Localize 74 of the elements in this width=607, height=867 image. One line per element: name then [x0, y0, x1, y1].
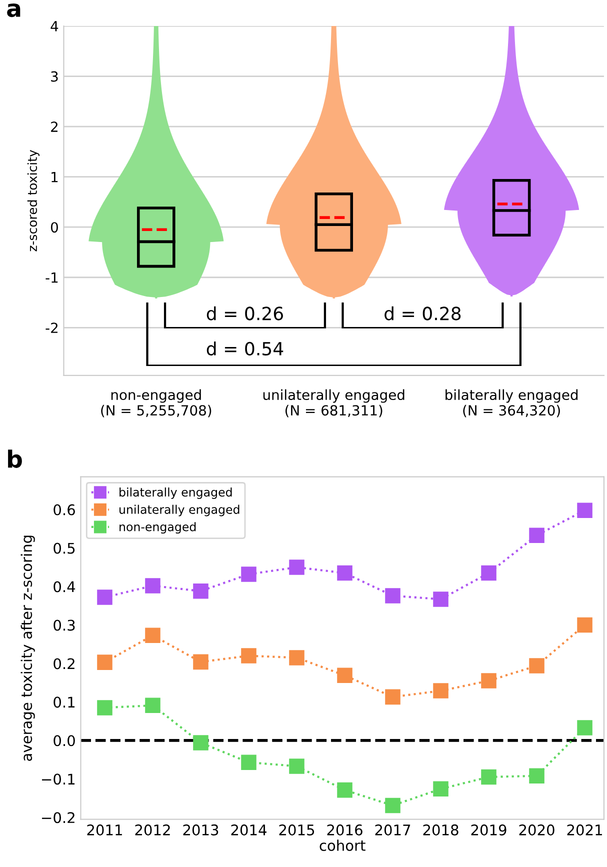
point	[433, 592, 448, 607]
y-tick-label: 0.3	[54, 620, 75, 631]
x-tick-label: 2014	[231, 824, 266, 836]
y-axis-title: average toxicity after z-scoring	[20, 536, 35, 761]
legend-label: bilaterally engaged	[120, 487, 232, 499]
point	[241, 754, 256, 770]
point	[529, 658, 544, 674]
x-tick-label: unilaterally engaged (N = 681,311)	[263, 389, 404, 418]
point	[385, 689, 400, 705]
point	[337, 782, 352, 798]
y-tick-label: 0.2	[54, 658, 74, 670]
point	[97, 700, 112, 716]
point	[577, 502, 592, 518]
point	[385, 798, 400, 814]
x-tick-label: 2013	[183, 824, 218, 836]
y-tick-label: 1	[52, 172, 58, 182]
point	[385, 588, 400, 604]
chart-title: a	[7, 4, 20, 18]
point	[289, 560, 304, 575]
y-tick-label: 0.5	[54, 542, 75, 554]
x-tick-label: 2021	[567, 824, 602, 836]
point	[193, 583, 208, 599]
annotation: d = 0.26	[206, 306, 283, 320]
point	[529, 528, 544, 543]
y-tick-label: 0	[50, 222, 58, 233]
point	[145, 628, 160, 644]
y-tick-label: 3	[51, 71, 58, 82]
y-tick-label: 0.6	[54, 504, 75, 516]
point	[289, 758, 304, 774]
x-tick-label: 2012	[135, 824, 170, 836]
point	[97, 590, 112, 605]
point	[481, 565, 496, 581]
x-tick-label: 2011	[87, 824, 122, 836]
y-tick-label: −0.2	[42, 812, 74, 824]
point	[577, 720, 592, 736]
annotation: d = 0.54	[206, 342, 284, 356]
x-tick-label: bilaterally engaged (N = 364,320)	[446, 389, 578, 418]
annotation: d = 0.28	[384, 306, 461, 320]
point	[529, 768, 544, 784]
y-tick-label: 2	[51, 122, 58, 132]
y-tick-label: 0.4	[54, 581, 76, 592]
point	[337, 565, 352, 581]
point	[289, 650, 304, 666]
legend-label: non-engaged	[120, 522, 196, 534]
x-tick-label: 2018	[423, 824, 458, 836]
point	[193, 735, 208, 750]
x-tick-label: 2020	[519, 824, 554, 836]
point	[433, 781, 448, 797]
x-tick-label: 2019	[471, 824, 506, 836]
x-tick-label: 2015	[279, 824, 314, 836]
legend-label: unilaterally engaged	[120, 504, 240, 516]
chart-title: b	[8, 450, 22, 468]
x-axis-title: cohort	[320, 840, 366, 851]
point	[481, 769, 496, 785]
y-tick-label: −0.1	[42, 774, 75, 785]
y-tick-label: -1	[46, 272, 58, 283]
point	[433, 683, 448, 698]
point	[97, 654, 112, 670]
point	[241, 648, 256, 664]
point	[577, 617, 592, 633]
point	[193, 654, 208, 670]
point	[145, 698, 160, 714]
y-axis-title: z-scored toxicity	[27, 150, 40, 252]
x-tick-label: non-engaged (N = 5,255,708)	[101, 389, 212, 418]
x-tick-label: 2016	[327, 824, 362, 836]
point	[337, 668, 352, 684]
x-tick-label: 2017	[375, 824, 410, 836]
y-tick-label: -2	[46, 322, 58, 333]
point	[145, 578, 160, 594]
y-tick-label: 0.0	[54, 735, 75, 746]
y-tick-label: 0.1	[54, 696, 75, 708]
point	[481, 673, 496, 688]
y-tick-label: 4	[50, 21, 58, 32]
point	[241, 566, 256, 582]
